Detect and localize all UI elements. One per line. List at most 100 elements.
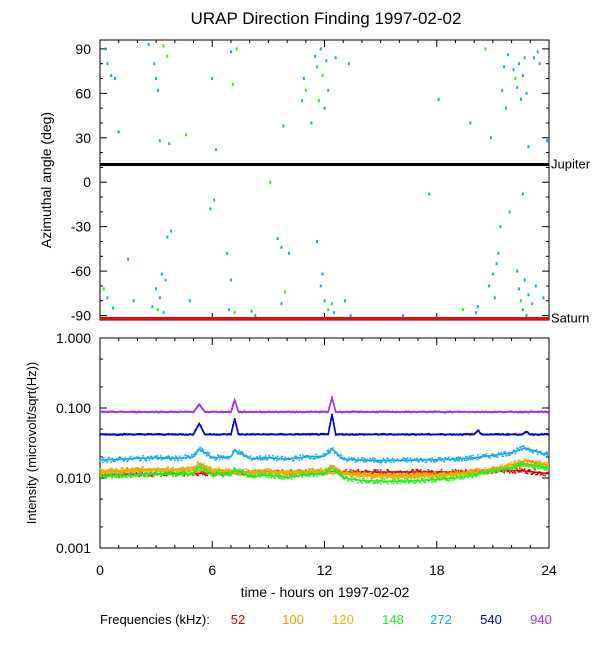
series-dot <box>135 456 138 458</box>
series-dot <box>301 458 303 461</box>
series-dot <box>497 411 500 413</box>
series-dot <box>229 411 231 414</box>
series-dot <box>512 433 515 435</box>
azimuth-point <box>536 50 539 54</box>
series-dot <box>173 471 175 474</box>
series-dot <box>200 425 202 428</box>
series-dot <box>183 468 185 470</box>
azimuth-point <box>147 42 150 46</box>
series-dot <box>174 411 177 414</box>
series-dot <box>547 467 549 470</box>
series-dot <box>357 468 359 471</box>
series-dot <box>156 455 158 457</box>
azimuth-y-tick-label: 90 <box>75 41 91 57</box>
series-dot <box>330 417 332 420</box>
series-dot <box>455 433 458 436</box>
series-dot <box>309 410 312 413</box>
series-dot <box>440 479 443 481</box>
series-dot <box>279 470 282 473</box>
series-dot <box>103 476 106 479</box>
series-dot <box>542 433 545 436</box>
series-dot <box>493 466 495 468</box>
series-dot <box>111 410 113 413</box>
series-dot <box>521 449 523 451</box>
series-dot <box>138 411 141 414</box>
series-dot <box>354 411 357 413</box>
series-dot <box>227 411 229 414</box>
series-dot <box>333 407 336 409</box>
series-dot <box>377 461 379 463</box>
series-dot <box>306 470 309 473</box>
series-dot <box>283 433 286 436</box>
series-dot <box>388 474 390 477</box>
series-dot <box>462 470 464 472</box>
series-dot <box>220 433 223 436</box>
series-dot <box>340 454 343 456</box>
series-dot <box>343 469 345 472</box>
azimuth-y-axis-label: Azimuthal angle (deg) <box>38 112 54 248</box>
series-dot <box>270 433 272 435</box>
series-dot <box>291 410 294 413</box>
series-dot <box>416 478 418 481</box>
series-dot <box>406 477 408 480</box>
series-dot <box>134 411 137 414</box>
series-dot <box>182 411 185 413</box>
series-dot <box>536 466 538 468</box>
series-dot <box>466 456 469 459</box>
series-dot <box>494 468 497 470</box>
series-dot <box>415 475 417 478</box>
series-dot <box>380 479 383 482</box>
series-dot <box>478 468 481 471</box>
series-dot <box>449 476 452 478</box>
series-dot <box>474 457 476 459</box>
series-dot <box>481 468 484 471</box>
series-dot <box>139 459 142 462</box>
series-dot <box>231 407 233 410</box>
series-dot <box>313 475 316 477</box>
series-dot <box>302 472 304 475</box>
series-dot <box>319 473 321 476</box>
series-dot <box>508 410 511 413</box>
series-dot <box>375 433 377 435</box>
series-dot <box>275 469 277 471</box>
series-dot <box>455 410 458 413</box>
series-dot <box>435 459 437 461</box>
series-dot <box>544 433 547 436</box>
series-dot <box>366 433 369 436</box>
series-dot <box>430 477 432 480</box>
series-dot <box>392 411 395 413</box>
series-dot <box>473 457 475 460</box>
series-dot <box>299 472 301 475</box>
series-dot <box>352 434 355 436</box>
legend-entry-100-khz: 100 <box>282 612 304 627</box>
azimuth-point <box>402 314 405 318</box>
series-dot <box>389 475 391 478</box>
series-dot <box>450 411 453 413</box>
series-dot <box>331 467 333 469</box>
series-dot <box>502 411 504 414</box>
series-dot <box>333 472 335 474</box>
series-dot <box>373 475 375 478</box>
series-dot <box>196 474 199 477</box>
series-dot <box>165 474 168 477</box>
series-dot <box>174 474 177 477</box>
azimuth-point <box>330 302 333 306</box>
series-dot <box>139 474 142 476</box>
series-dot <box>312 472 315 474</box>
series-dot <box>272 433 274 435</box>
series-dot <box>537 464 540 466</box>
series-dot <box>546 452 548 454</box>
azimuth-point <box>211 77 214 81</box>
series-dot <box>110 467 113 470</box>
series-dot <box>355 479 358 481</box>
series-dot <box>169 433 171 435</box>
series-dot <box>421 472 424 474</box>
series-dot <box>214 475 216 477</box>
series-dot <box>476 467 478 470</box>
series-dot <box>159 471 161 473</box>
series-dot <box>456 459 459 462</box>
series-dot <box>145 468 147 471</box>
series-dot <box>143 410 145 413</box>
series-dot <box>393 472 396 475</box>
series-dot <box>147 474 150 476</box>
